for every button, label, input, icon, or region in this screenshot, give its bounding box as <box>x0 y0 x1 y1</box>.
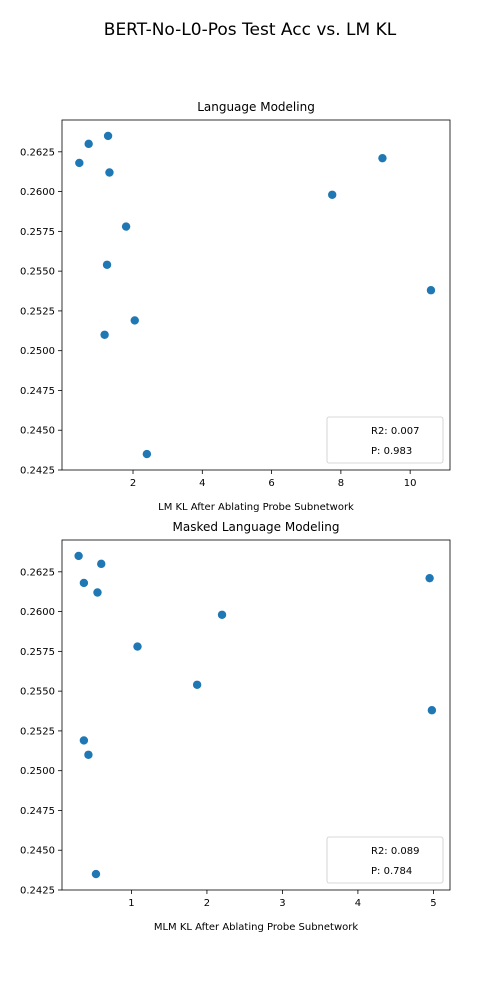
x-tick-label: 4 <box>355 898 361 909</box>
data-point <box>79 736 89 745</box>
y-tick-label: 0.2575 <box>20 647 55 658</box>
data-point <box>105 168 114 177</box>
x-axis-title: LM KL After Ablating Probe Subnetwork <box>158 502 354 513</box>
y-tick-label: 0.2425 <box>20 466 55 477</box>
x-tick-label: 6 <box>268 478 274 489</box>
legend-p: P: 0.983 <box>371 446 412 457</box>
y-tick-label: 0.2450 <box>20 846 55 857</box>
data-point <box>378 153 387 163</box>
subplot-title: Language Modeling <box>197 100 315 114</box>
y-tick-label: 0.2425 <box>20 886 55 897</box>
data-point <box>79 578 89 588</box>
y-tick-label: 0.2500 <box>20 346 55 357</box>
data-point <box>91 869 101 879</box>
data-point <box>427 706 437 715</box>
y-tick-label: 0.2600 <box>20 187 55 198</box>
x-tick-label: 5 <box>430 898 436 909</box>
data-point <box>142 449 152 459</box>
subplot-title: Masked Language Modeling <box>173 520 340 534</box>
data-point <box>133 642 142 651</box>
y-tick-label: 0.2575 <box>20 227 55 238</box>
y-tick-label: 0.2525 <box>20 306 55 317</box>
data-point <box>97 559 106 569</box>
legend-r2: R2: 0.089 <box>371 846 420 857</box>
x-tick-label: 2 <box>204 898 210 909</box>
data-point <box>130 316 139 325</box>
data-point <box>102 260 112 269</box>
data-point <box>75 158 84 168</box>
y-tick-label: 0.2550 <box>20 267 55 278</box>
data-point <box>426 286 436 295</box>
x-tick-label: 2 <box>130 478 136 489</box>
plot-frame <box>61 119 451 471</box>
data-point <box>192 680 202 689</box>
y-tick-label: 0.2550 <box>20 687 55 698</box>
y-tick-label: 0.2450 <box>20 426 55 437</box>
plot-frame <box>61 539 451 891</box>
data-point <box>328 190 337 199</box>
y-tick-label: 0.2525 <box>20 726 55 737</box>
y-tick-label: 0.2475 <box>20 386 55 397</box>
data-point <box>74 551 83 561</box>
subplot-masked-language-modeling: Masked Language Modeling 1 2 3 4 5 0.2425 0.245… <box>20 520 451 933</box>
x-axis-title: MLM KL After Ablating Probe Subnetwork <box>154 922 359 933</box>
data-point <box>84 750 93 759</box>
y-tick-label: 0.2500 <box>20 766 55 777</box>
x-tick-label: 1 <box>128 898 134 909</box>
data-point <box>84 139 93 149</box>
data-point <box>103 131 113 141</box>
legend-r2: R2: 0.007 <box>371 426 420 437</box>
legend-p: P: 0.784 <box>371 866 412 877</box>
x-tick-label: 4 <box>199 478 205 489</box>
data-point <box>121 222 131 231</box>
y-tick-label: 0.2475 <box>20 806 55 817</box>
data-point <box>217 610 227 619</box>
data-point <box>100 330 109 339</box>
y-tick-label: 0.2600 <box>20 607 55 618</box>
legend-box <box>326 416 444 464</box>
y-tick-label: 0.2625 <box>20 147 55 158</box>
data-point <box>93 588 102 597</box>
subplot-language-modeling: Language Modeling 2 4 6 8 10 0.2425 0.2450 0.247… <box>20 100 451 513</box>
legend-box <box>326 836 444 884</box>
figure-title: BERT-No-L0-Pos Test Acc vs. LM KL <box>104 20 397 40</box>
x-tick-label: 3 <box>279 898 285 909</box>
x-tick-label: 10 <box>404 478 417 489</box>
x-tick-label: 8 <box>338 478 344 489</box>
y-tick-label: 0.2625 <box>20 567 55 578</box>
data-point <box>425 573 434 583</box>
